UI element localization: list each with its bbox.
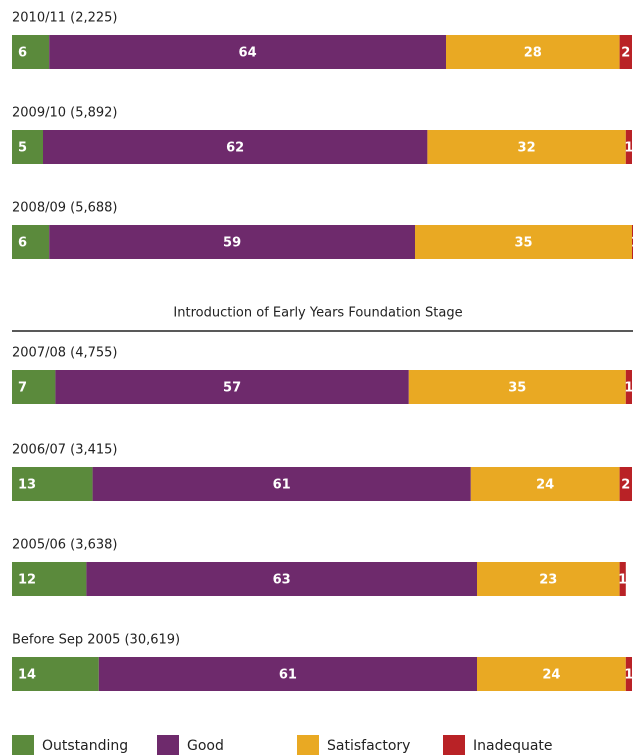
legend-label: Inadequate	[473, 738, 553, 754]
bar-segment	[12, 657, 99, 691]
value-label: 28	[524, 46, 542, 61]
category-label: 2005/06 (3,638)	[12, 538, 118, 553]
value-label: 61	[279, 668, 297, 683]
value-label: 1	[624, 141, 633, 156]
value-label: 7	[18, 381, 27, 396]
bar-segment	[49, 225, 415, 259]
bar-segment	[12, 467, 93, 501]
bar-segment	[86, 562, 478, 596]
legend-label: Outstanding	[42, 738, 128, 754]
value-label: 24	[542, 668, 560, 683]
bar-segment	[12, 225, 50, 259]
bar-segment	[12, 35, 50, 69]
category-label: 2009/10 (5,892)	[12, 106, 118, 121]
value-label: 1	[624, 381, 633, 396]
bar-segment	[408, 370, 626, 404]
value-label: 2	[621, 46, 630, 61]
legend-swatch	[157, 735, 179, 755]
value-label: 1	[618, 573, 627, 588]
bar-segment	[92, 467, 471, 501]
legend-swatch	[12, 735, 34, 755]
value-label: 62	[226, 141, 244, 156]
bar-segment	[12, 130, 43, 164]
value-label: 13	[18, 478, 36, 493]
value-label: 2	[621, 478, 630, 493]
value-label: 57	[223, 381, 241, 396]
value-label: 6	[18, 236, 27, 251]
bar-segment	[12, 562, 87, 596]
category-label: 2006/07 (3,415)	[12, 443, 118, 458]
bar-segment	[477, 657, 626, 691]
bar-segment	[415, 225, 632, 259]
bar-segment	[619, 467, 632, 501]
value-label: 35	[508, 381, 526, 396]
bar-segment	[43, 130, 428, 164]
value-label: 5	[18, 141, 27, 156]
value-label: 12	[18, 573, 36, 588]
value-label: 59	[223, 236, 241, 251]
value-label: 6	[18, 46, 27, 61]
bar-segment	[446, 35, 620, 69]
value-label: 61	[273, 478, 291, 493]
legend-label: Satisfactory	[327, 738, 410, 754]
value-label: 35	[514, 236, 532, 251]
value-label: 64	[239, 46, 257, 61]
legend-swatch	[443, 735, 465, 755]
bar-segment	[619, 35, 632, 69]
bar-segment	[427, 130, 626, 164]
bar-segment	[470, 467, 620, 501]
value-label: 1	[631, 236, 633, 251]
legend-label: Good	[187, 738, 224, 754]
bar-segment	[625, 130, 632, 164]
legend-swatch	[297, 735, 319, 755]
value-label: 32	[518, 141, 536, 156]
category-label: Before Sep 2005 (30,619)	[12, 633, 180, 648]
value-label: 23	[539, 573, 557, 588]
bar-segment	[625, 657, 632, 691]
category-label: 2007/08 (4,755)	[12, 346, 118, 361]
bar-segment	[477, 562, 620, 596]
value-label: 14	[18, 668, 36, 683]
bar-segment	[55, 370, 409, 404]
bar-segment	[625, 370, 632, 404]
category-label: 2010/11 (2,225)	[12, 11, 118, 26]
bar-segment	[12, 370, 56, 404]
bar-segment	[98, 657, 478, 691]
category-label: 2008/09 (5,688)	[12, 201, 118, 216]
value-label: 24	[536, 478, 554, 493]
bar-segment	[619, 562, 626, 596]
bar-segment	[49, 35, 446, 69]
annotation: Introduction of Early Years Foundation S…	[173, 306, 462, 321]
value-label: 63	[273, 573, 291, 588]
value-label: 1	[624, 668, 633, 683]
